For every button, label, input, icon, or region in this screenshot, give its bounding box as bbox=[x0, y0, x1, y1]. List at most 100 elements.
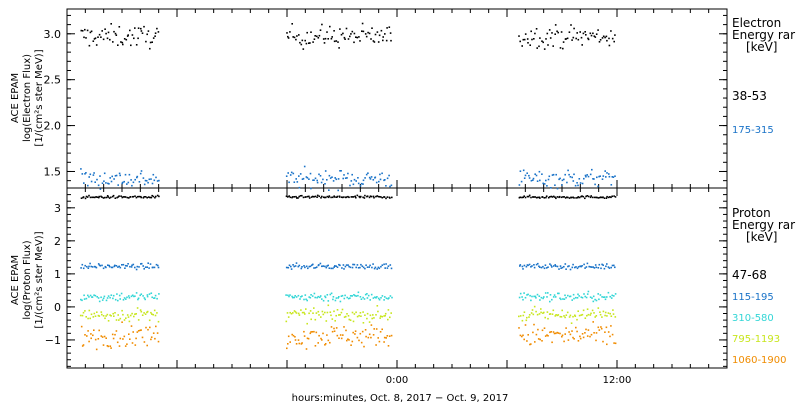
data-point bbox=[79, 314, 82, 317]
x-tick-label: 0:00 bbox=[386, 375, 408, 386]
data-point bbox=[322, 265, 325, 267]
data-point bbox=[548, 196, 551, 198]
data-point bbox=[343, 36, 346, 39]
data-point bbox=[378, 34, 381, 37]
data-point bbox=[317, 310, 320, 313]
data-point bbox=[114, 264, 116, 267]
data-point bbox=[327, 339, 330, 342]
data-point bbox=[389, 197, 391, 199]
data-point bbox=[120, 292, 123, 295]
data-point bbox=[330, 196, 332, 199]
data-point bbox=[332, 196, 334, 199]
data-point bbox=[597, 267, 600, 269]
data-point bbox=[534, 196, 537, 198]
data-point bbox=[524, 33, 527, 35]
data-point bbox=[527, 195, 530, 198]
data-point bbox=[557, 314, 560, 316]
data-point bbox=[386, 335, 389, 337]
data-point bbox=[565, 296, 567, 299]
data-point bbox=[547, 44, 549, 46]
data-point bbox=[346, 339, 348, 342]
data-point bbox=[535, 174, 538, 177]
data-point bbox=[107, 320, 110, 322]
data-point bbox=[329, 177, 332, 179]
legend-title-line: Energy rar bbox=[732, 28, 796, 42]
data-point bbox=[308, 197, 311, 199]
data-point bbox=[146, 33, 148, 36]
data-point bbox=[341, 308, 344, 311]
data-point bbox=[150, 336, 153, 338]
y-tick-label: 1 bbox=[54, 268, 61, 281]
data-point bbox=[358, 339, 360, 342]
data-point bbox=[107, 264, 109, 266]
data-point bbox=[592, 32, 594, 35]
data-point bbox=[324, 343, 327, 345]
data-point bbox=[132, 181, 135, 184]
electron-panel-frame bbox=[66, 8, 728, 189]
axis-ticks bbox=[66, 9, 728, 368]
data-point bbox=[572, 196, 574, 199]
data-point bbox=[362, 179, 365, 182]
data-point bbox=[607, 312, 610, 314]
data-point bbox=[529, 294, 531, 297]
data-point bbox=[99, 175, 101, 177]
data-point bbox=[603, 267, 606, 270]
data-point bbox=[310, 331, 312, 333]
data-point bbox=[547, 266, 549, 268]
data-point bbox=[118, 319, 120, 321]
proton-panel-frame bbox=[66, 187, 728, 369]
data-point bbox=[149, 47, 151, 50]
data-point bbox=[539, 179, 541, 182]
data-point bbox=[532, 179, 534, 181]
data-point bbox=[93, 294, 95, 296]
data-point bbox=[360, 298, 363, 300]
data-point bbox=[80, 267, 82, 269]
data-point bbox=[152, 313, 154, 316]
data-point bbox=[521, 265, 524, 268]
data-point bbox=[132, 331, 134, 333]
data-point bbox=[93, 312, 96, 315]
data-point bbox=[594, 264, 597, 266]
data-point bbox=[357, 267, 360, 269]
data-point bbox=[383, 336, 386, 339]
data-point bbox=[353, 294, 355, 296]
data-point bbox=[556, 187, 559, 190]
data-point bbox=[117, 184, 119, 186]
data-point bbox=[89, 262, 91, 265]
data-point bbox=[312, 41, 314, 43]
data-point bbox=[301, 342, 303, 344]
data-point bbox=[594, 316, 596, 318]
data-point bbox=[584, 295, 586, 298]
y-tick-label: 2 bbox=[54, 235, 61, 248]
data-point bbox=[80, 325, 83, 328]
data-point bbox=[535, 196, 538, 199]
data-point bbox=[605, 326, 608, 329]
data-point bbox=[307, 337, 310, 340]
data-point bbox=[312, 179, 314, 181]
data-point bbox=[385, 185, 387, 187]
data-point bbox=[136, 195, 139, 198]
data-point bbox=[315, 266, 318, 268]
data-point bbox=[524, 324, 527, 326]
data-point bbox=[110, 315, 112, 317]
data-point bbox=[351, 340, 354, 343]
data-point bbox=[576, 182, 578, 184]
data-point bbox=[298, 314, 301, 316]
data-point bbox=[311, 295, 314, 297]
data-point bbox=[126, 343, 128, 345]
data-point bbox=[140, 170, 143, 172]
data-point bbox=[150, 292, 153, 294]
data-point bbox=[289, 174, 292, 176]
data-point bbox=[309, 172, 312, 175]
data-point bbox=[287, 35, 289, 38]
data-point bbox=[389, 316, 391, 319]
data-point bbox=[386, 267, 389, 269]
data-point bbox=[309, 310, 312, 312]
data-point bbox=[362, 296, 364, 299]
data-point bbox=[129, 338, 131, 340]
data-point bbox=[539, 338, 541, 341]
data-point bbox=[590, 333, 593, 336]
data-point bbox=[101, 313, 103, 316]
data-point bbox=[382, 39, 384, 42]
data-point bbox=[123, 196, 126, 198]
